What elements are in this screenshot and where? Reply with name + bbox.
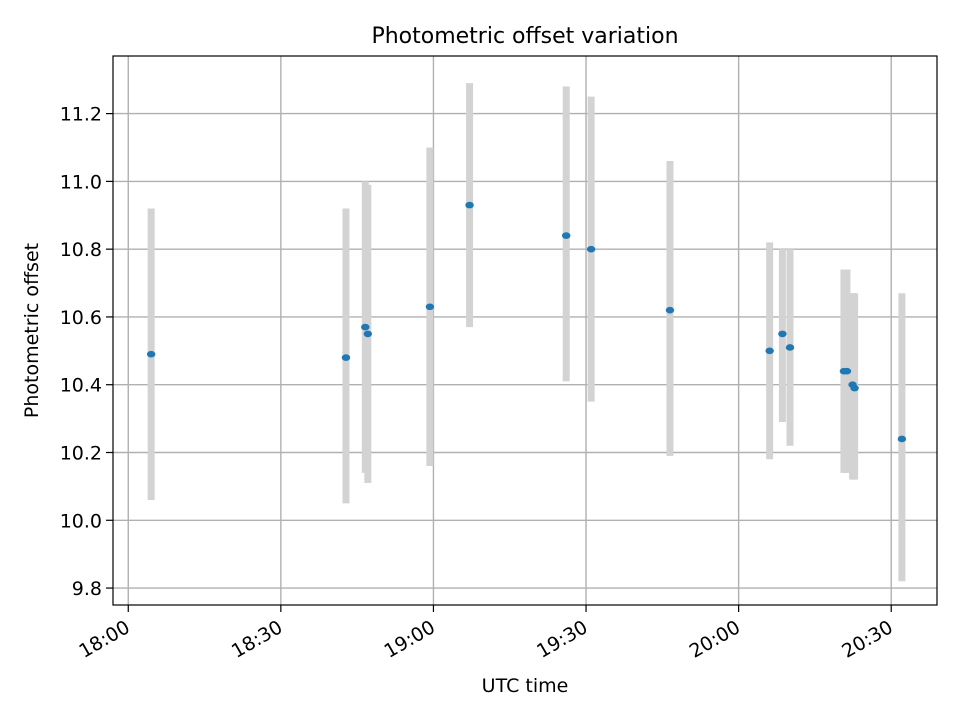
y-tick-label: 10.8 xyxy=(60,239,102,261)
y-tick-label: 11.0 xyxy=(60,171,102,193)
plot-frame xyxy=(112,55,938,606)
data-point xyxy=(765,347,774,355)
y-axis-label: Photometric offset xyxy=(21,243,43,418)
y-tick-label: 10.4 xyxy=(60,375,102,397)
data-points xyxy=(146,201,907,443)
y-tick-label: 10.2 xyxy=(60,443,102,465)
y-tick-label: 10.6 xyxy=(60,307,102,329)
data-point xyxy=(341,354,351,361)
data-point xyxy=(363,330,373,338)
y-axis: 9.8 10.0 10.2 10.4 10.6 10.8 11.0 11.2 xyxy=(60,104,113,600)
data-point xyxy=(785,344,795,351)
data-point xyxy=(562,232,571,239)
x-axis-label: UTC time xyxy=(482,675,569,697)
data-point xyxy=(586,245,596,253)
grid xyxy=(113,56,937,605)
data-point xyxy=(425,303,435,311)
data-point xyxy=(842,367,852,375)
y-tick-label: 10.0 xyxy=(60,510,102,532)
y-tick-label: 11.2 xyxy=(60,104,102,126)
chart-title: Photometric offset variation xyxy=(371,24,678,49)
data-point xyxy=(465,201,474,209)
y-tick-label: 9.8 xyxy=(72,578,102,600)
data-point xyxy=(665,306,675,314)
data-point xyxy=(778,330,787,338)
data-point xyxy=(850,384,859,392)
data-point xyxy=(361,323,370,331)
data-point xyxy=(146,350,156,358)
data-point xyxy=(897,435,907,443)
